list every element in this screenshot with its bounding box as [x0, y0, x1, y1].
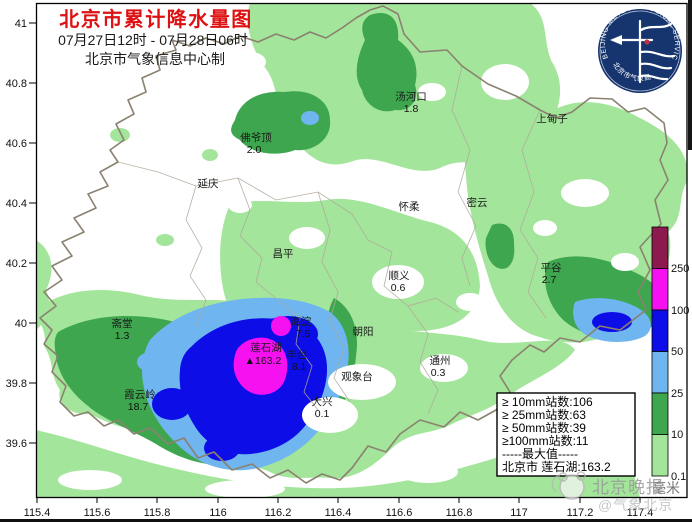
weathervane-icon	[616, 19, 676, 84]
station-value: 8.1	[292, 361, 307, 373]
watermark: 北京晚报 @气象北京	[551, 471, 673, 513]
color-scale: 250 100 50 25 10 0.1 毫米	[651, 226, 689, 496]
map-frame	[35, 2, 688, 499]
lon-tick-label: 115.6	[84, 507, 111, 519]
station-value: 1.3	[115, 330, 130, 342]
stats-line: ≥ 10mm站数:106	[502, 394, 593, 409]
municipal-boundary	[39, 5, 669, 484]
station-labels: 汤河口 1.8 佛爷顶 2.0 上甸子 延庆 怀柔 密云 昌平 顺义 0.6 平…	[112, 90, 568, 420]
vane-dot	[644, 39, 650, 45]
stats-box: ≥ 10mm站数:106 ≥ 25mm站数:63 ≥ 50mm站数:39 ≥10…	[496, 392, 636, 477]
watermark-source: 北京晚报	[592, 478, 664, 497]
legend-level-label: 50	[671, 346, 683, 358]
lat-axis-labels: 41 40.8 40.6 40.4 40.2 40 39.8 39.6	[6, 18, 27, 450]
stats-line: 北京市 莲石湖:163.2	[502, 459, 611, 474]
station-label: 汤河口	[395, 90, 427, 103]
lon-tick-label: 116.8	[446, 507, 473, 519]
legend-level-label: 250	[671, 263, 689, 275]
station-label: 海淀	[291, 315, 312, 328]
station-value: 0.1	[315, 408, 330, 420]
lat-axis	[29, 22, 36, 444]
lon-tick-label: 116.4	[325, 507, 352, 519]
station-label: 延庆	[198, 177, 219, 190]
station-label: 佛爷顶	[240, 131, 272, 144]
lat-tick-label: 40.8	[6, 78, 27, 90]
station-label: 大兴	[312, 395, 333, 408]
legend-swatch	[651, 434, 669, 477]
station-label: 怀柔	[399, 201, 420, 213]
lat-tick-label: 40.2	[6, 258, 27, 270]
station-label: 观象台	[341, 370, 373, 383]
station-value: 1.8	[404, 103, 419, 115]
lon-tick-label: 116	[209, 507, 227, 519]
station-label: 斋堂	[112, 317, 133, 330]
lon-tick-label: 117.2	[567, 507, 594, 519]
header: 北京市累计降水量图 07月27日12时 - 07月28日06时 北京市气象信息中…	[58, 7, 253, 67]
station-label: 平谷	[541, 262, 562, 274]
period-text: 07月27日12时 - 07月28日06时	[58, 32, 248, 48]
station-value: 2.7	[542, 274, 557, 286]
legend-swatch	[651, 392, 669, 435]
bottom-edge-bar	[0, 519, 692, 522]
lat-tick-label: 40.4	[6, 198, 27, 210]
station-value: 7.5	[296, 328, 311, 340]
stats-line: ≥ 25mm站数:63	[502, 407, 586, 422]
legend-level-label: 25	[671, 388, 683, 400]
station-label: 昌平	[273, 248, 294, 260]
beijing-map: 汤河口 1.8 佛爷顶 2.0 上甸子 延庆 怀柔 密云 昌平 顺义 0.6 平…	[36, 3, 687, 498]
rain-level-100mm	[233, 316, 291, 395]
stats-line: -----最大值-----	[502, 446, 578, 461]
lon-axis	[36, 497, 641, 503]
legend-level-label: 100	[671, 305, 689, 317]
lon-axis-labels: 115.4 115.6 115.8 116 116.2 116.4 116.6 …	[24, 507, 654, 519]
station-label: 上甸子	[536, 112, 568, 125]
station-label: 朝阳	[353, 326, 374, 338]
legend-swatch	[651, 309, 669, 352]
vane-arrowhead	[610, 35, 622, 45]
watermark-handle: @气象北京	[598, 497, 673, 513]
lon-tick-label: 117	[510, 507, 528, 519]
legend-unit-label: 毫米	[652, 480, 680, 496]
stats-line: ≥ 50mm站数:39	[502, 420, 586, 435]
lon-tick-label: 116.2	[265, 507, 292, 519]
lon-tick-label: 115.4	[24, 507, 51, 519]
station-value: 0.3	[431, 367, 446, 379]
station-label: 丰台	[287, 348, 308, 361]
lon-tick-label: 117.4	[627, 507, 654, 519]
lon-tick-label: 115.8	[144, 507, 171, 519]
station-value: 2.0	[247, 144, 262, 156]
station-value: 0.6	[391, 282, 406, 294]
page-title: 北京市累计降水量图	[59, 7, 253, 31]
lat-tick-label: 39.6	[6, 438, 27, 450]
legend-swatch	[651, 226, 669, 269]
legend-swatch	[651, 268, 669, 311]
station-label: 密云	[467, 196, 488, 209]
lat-tick-label: 40.6	[6, 138, 27, 150]
lat-tick-label: 41	[15, 18, 27, 30]
stats-line: ≥100mm站数:11	[502, 433, 589, 448]
station-label: 通州	[430, 355, 451, 367]
station-label: 霞云岭	[124, 388, 156, 401]
station-label: 莲石湖	[250, 342, 282, 354]
legend-swatch	[651, 351, 669, 394]
legend-level-label: 0.1	[671, 471, 686, 483]
lon-tick-label: 116.6	[386, 507, 413, 519]
lat-tick-label: 39.8	[6, 378, 27, 390]
station-label: 顺义	[389, 270, 410, 282]
lat-tick-label: 40	[15, 318, 27, 330]
station-value: 18.7	[128, 401, 149, 413]
right-edge-bar	[688, 0, 692, 150]
legend-level-label: 10	[671, 429, 683, 441]
district-boundaries	[117, 65, 547, 415]
station-value: ▲163.2	[245, 355, 282, 367]
producer-text: 北京市气象信息中心制	[85, 51, 225, 67]
mascot-icon	[551, 471, 586, 500]
